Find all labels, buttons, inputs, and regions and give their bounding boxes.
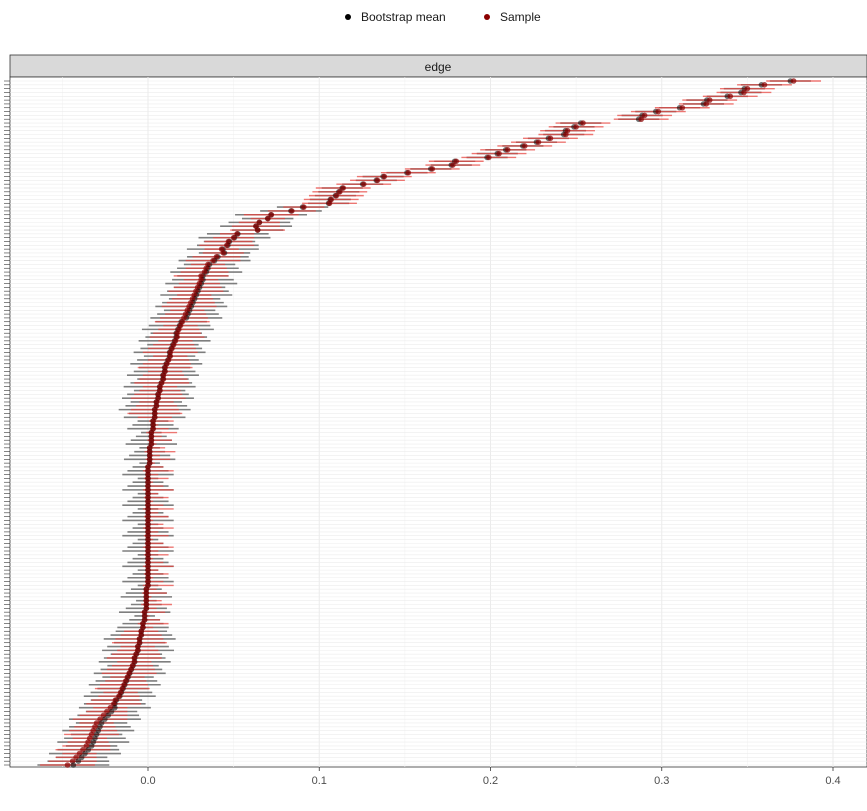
sample-point	[289, 208, 295, 214]
sample-point	[504, 146, 511, 153]
bootstrap-mean-point	[105, 712, 112, 719]
sample-point	[453, 158, 460, 165]
legend-bootstrap-mean-key	[345, 14, 351, 20]
point-layer	[64, 78, 797, 768]
sample-point	[301, 204, 307, 210]
sample-point	[360, 181, 367, 187]
sample-point	[485, 154, 492, 161]
sample-point	[563, 131, 569, 138]
bootstrap-mean-point	[112, 704, 118, 711]
x-tick-label: 0.1	[312, 775, 327, 787]
x-tick-label: 0.4	[825, 775, 840, 787]
sample-point	[265, 215, 271, 222]
x-tick-label: 0.3	[654, 775, 669, 787]
sample-point	[210, 257, 216, 264]
sample-point	[268, 211, 275, 218]
sample-point	[521, 143, 528, 149]
sample-point	[706, 97, 713, 103]
bootstrap-mean-point	[75, 758, 82, 764]
bootstrap-mean-point	[78, 754, 85, 761]
sample-point	[547, 135, 554, 142]
bootstrap-mean-point	[108, 708, 115, 715]
sample-point	[230, 234, 237, 241]
bootstrap-mean-point	[88, 743, 95, 749]
sample-point	[679, 104, 686, 111]
legend-sample-label: Sample	[500, 10, 541, 24]
sample-point	[580, 120, 586, 126]
sample-point	[256, 219, 263, 226]
sample-point	[744, 85, 751, 92]
sample-point	[429, 166, 436, 172]
legend-sample-key	[484, 14, 490, 20]
bootstrap-mean-point	[70, 762, 77, 768]
sample-point	[220, 250, 227, 256]
bootstrap-mean-point	[82, 750, 88, 757]
sample-point	[223, 242, 230, 249]
sample-point	[326, 200, 333, 207]
sample-point	[727, 93, 734, 100]
sample-point	[655, 108, 662, 115]
x-tick-label: 0.0	[140, 775, 155, 787]
sample-point	[450, 162, 456, 168]
sample-point	[638, 116, 644, 123]
bootstrap-mean-point	[85, 746, 92, 753]
bootstrap-mean-point	[102, 716, 108, 722]
sample-point	[790, 78, 797, 84]
sample-point	[405, 169, 412, 176]
legend: Bootstrap mean Sample	[345, 10, 541, 24]
sample-point	[340, 185, 347, 191]
sample-point	[64, 762, 71, 768]
x-axis: 0.0 0.1 0.2 0.3 0.4	[140, 767, 841, 787]
sample-point	[573, 124, 579, 130]
sample-point	[337, 189, 343, 195]
sample-point	[374, 177, 381, 184]
sample-point	[333, 192, 340, 199]
sample-point	[703, 101, 710, 107]
y-tick-layer	[4, 80, 10, 766]
x-tick-label: 0.2	[483, 775, 498, 787]
sample-point	[496, 150, 502, 157]
sample-point	[761, 82, 768, 88]
sample-point	[535, 139, 542, 145]
legend-bootstrap-mean-label: Bootstrap mean	[361, 10, 446, 24]
sample-point	[641, 112, 648, 119]
sample-point	[254, 227, 261, 233]
facet-strip: edge	[9, 54, 867, 78]
sample-point	[741, 89, 747, 96]
sample-point	[381, 173, 388, 180]
facet-strip-label: edge	[425, 60, 452, 74]
